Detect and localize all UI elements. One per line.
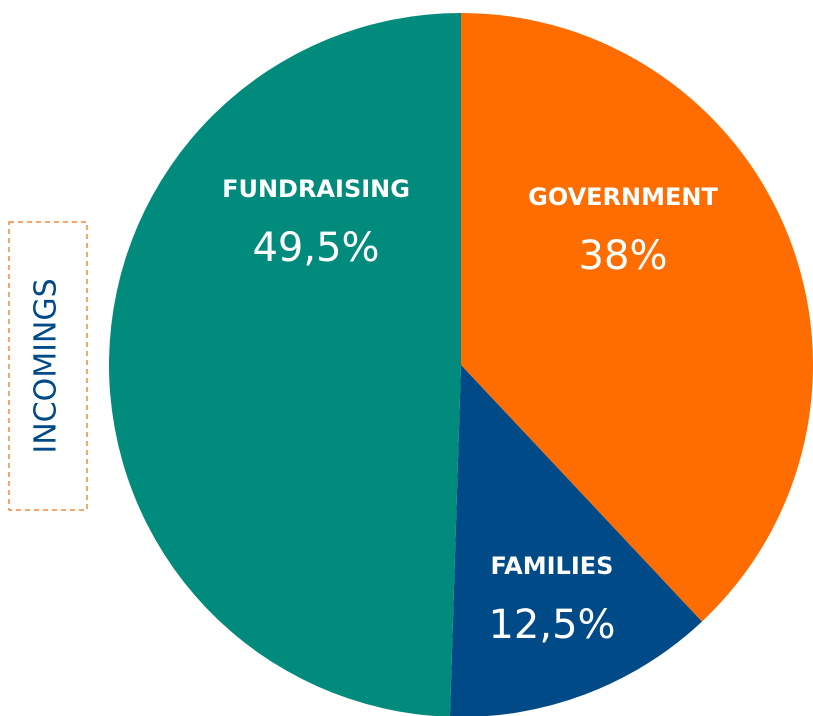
title-box: [8, 221, 88, 511]
pie-slice: [461, 13, 813, 622]
slice-value: 38%: [579, 233, 668, 279]
pie-slice: [109, 13, 461, 716]
slice-label: GOVERNMENT: [528, 183, 718, 211]
pie-slice: [449, 365, 702, 716]
slice-label: FAMILIES: [491, 552, 614, 580]
slice-value: 49,5%: [252, 225, 379, 271]
slice-label: FUNDRAISING: [222, 175, 410, 203]
chart-title: INCOMINGS: [29, 278, 64, 453]
slice-value: 12,5%: [488, 602, 615, 648]
